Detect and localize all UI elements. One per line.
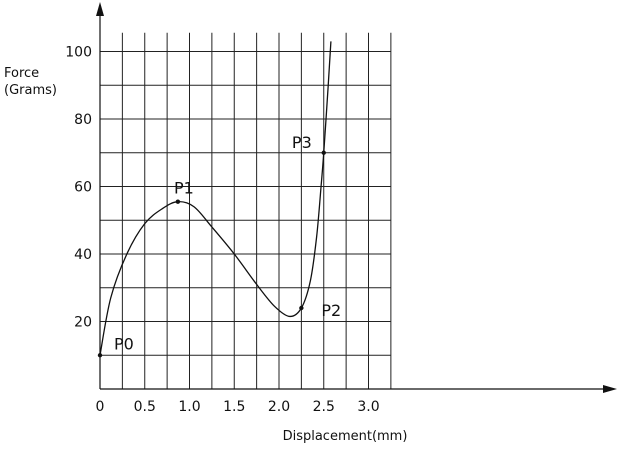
- x-tick-label-0.5: 0.5: [134, 399, 156, 415]
- point-label-p0: P0: [114, 334, 134, 353]
- point-label-p1: P1: [174, 179, 194, 198]
- y-axis-label-line1: Force: [4, 66, 39, 81]
- y-axis-arrow: [96, 2, 104, 16]
- x-tick-label-1.0: 1.0: [178, 399, 200, 415]
- x-tick-label-1.5: 1.5: [223, 399, 245, 415]
- x-tick-label-2.0: 2.0: [268, 399, 290, 415]
- y-tick-label-80: 80: [74, 112, 92, 128]
- point-label-p2: P2: [321, 301, 341, 320]
- x-tick-label-3.0: 3.0: [357, 399, 379, 415]
- tick-labels: 0 0.5 1.0 1.5 2.0 2.5 3.0 20 40 60 80 100: [65, 45, 379, 416]
- point-label-p3: P3: [292, 133, 312, 152]
- x-tick-label-2.5: 2.5: [313, 399, 335, 415]
- point-marker-p3: [321, 150, 326, 155]
- y-tick-label-20: 20: [74, 315, 92, 331]
- point-marker-p2: [299, 305, 304, 311]
- point-markers: P0 P1 P2 P3: [97, 133, 341, 358]
- grid: [100, 32, 392, 389]
- y-axis-label-line2: (Grams): [4, 83, 57, 98]
- x-axis-arrow: [603, 385, 617, 393]
- x-tick-label-0: 0: [96, 399, 105, 415]
- y-tick-label-60: 60: [74, 180, 92, 196]
- point-marker-p1: [175, 199, 181, 204]
- x-axis-label: Displacement(mm): [283, 429, 408, 444]
- y-tick-label-100: 100: [65, 45, 92, 61]
- point-marker-p0: [97, 353, 103, 358]
- y-tick-label-40: 40: [74, 247, 92, 263]
- force-curve: [99, 41, 332, 356]
- axes: [96, 2, 617, 393]
